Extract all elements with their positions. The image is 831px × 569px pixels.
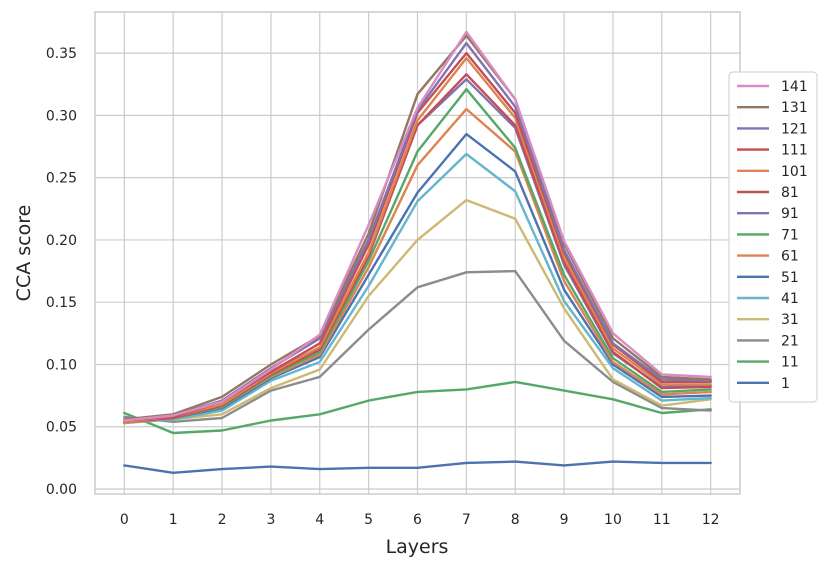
x-tick-label: 2 [218,512,227,528]
series-line-31 [123,198,712,423]
legend-label: 121 [781,121,808,137]
y-tick-label: 0.20 [46,233,77,249]
legend-label: 1 [781,376,790,392]
series-line-131 [123,34,712,421]
y-tick-label: 0.15 [46,295,77,311]
series-line-41 [123,152,712,425]
series-line-1 [123,460,712,474]
legend-label: 41 [781,291,799,307]
series-line-81 [123,73,712,423]
x-tick-label: 6 [413,512,422,528]
grid-lines [95,12,740,494]
x-tick-label: 5 [364,512,373,528]
y-tick-label: 0.30 [46,108,77,124]
legend-label: 141 [781,79,808,95]
y-tick-label: 0.00 [46,482,77,498]
legend-label: 11 [781,355,799,371]
x-axis-title: Layers [386,536,449,558]
series-line-141 [123,30,712,422]
legend-label: 101 [781,164,808,180]
legend-label: 81 [781,185,799,201]
x-tick-labels: 0 1 2 3 4 5 6 7 8 9 10 11 12 [120,512,720,528]
legend-label: 71 [781,227,799,243]
legend-label: 111 [781,143,808,159]
y-tick-label: 0.25 [46,171,77,187]
series-line-11 [123,380,712,435]
x-tick-label: 4 [315,512,324,528]
x-tick-label: 1 [169,512,178,528]
legend-label: 61 [781,249,799,265]
x-tick-label: 11 [653,512,671,528]
x-tick-label: 12 [702,512,720,528]
x-tick-label: 9 [560,512,569,528]
x-tick-label: 7 [462,512,471,528]
legend-label: 21 [781,333,799,349]
y-tick-label: 0.10 [46,357,77,373]
series-lines [123,30,712,474]
y-tick-label: 0.05 [46,420,77,436]
series-line-21 [123,269,712,423]
series-line-51 [123,132,712,425]
y-axis-title: CCA score [13,205,35,302]
x-tick-label: 3 [266,512,275,528]
series-line-101 [123,56,712,423]
legend-label: 131 [781,100,808,116]
legend-label: 31 [781,312,799,328]
y-tick-labels: 0.00 0.05 0.10 0.15 0.20 0.25 0.30 0.35 [46,46,77,498]
x-tick-label: 8 [511,512,520,528]
legend-label: 91 [781,206,799,222]
y-tick-label: 0.35 [46,46,77,62]
x-tick-label: 0 [120,512,129,528]
legend-label: 51 [781,270,799,286]
x-tick-label: 10 [604,512,622,528]
